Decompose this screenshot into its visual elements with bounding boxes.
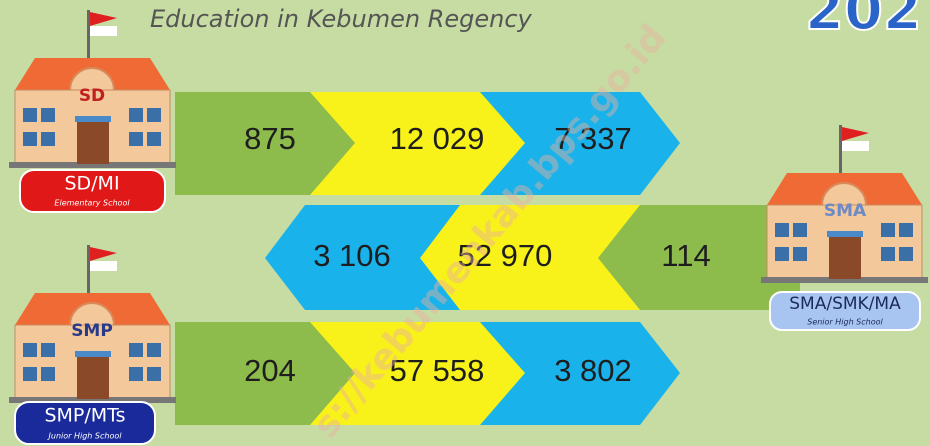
title: Education in Kebumen Regency <box>150 5 533 33</box>
value: 114 <box>661 238 710 273</box>
row-sd: 875 12 029 7 337 <box>175 92 680 195</box>
value: 3 802 <box>554 353 632 388</box>
level-label: SMA/SMK/MA <box>789 294 901 314</box>
label-pill <box>14 401 156 445</box>
building-label: SD <box>79 86 105 106</box>
building-label: SMP <box>71 321 113 341</box>
value: 7 337 <box>554 121 632 156</box>
value: 12 029 <box>390 121 485 156</box>
value: 204 <box>244 353 296 388</box>
value: 875 <box>244 121 296 156</box>
label-pill <box>19 169 166 213</box>
value: 52 970 <box>458 238 553 273</box>
row-sma: 3 106 52 970 114 <box>265 205 800 310</box>
value: 3 106 <box>313 238 391 273</box>
level-sublabel: Junior High School <box>47 432 123 441</box>
level-sublabel: Senior High School <box>807 318 883 327</box>
level-sublabel: Elementary School <box>54 199 130 208</box>
level-label: SMP/MTs <box>44 405 125 427</box>
level-label: SD/MI <box>64 173 119 195</box>
value: 57 558 <box>390 353 485 388</box>
year: 202 <box>805 0 922 43</box>
building-label: SMA <box>824 201 867 221</box>
label-pill <box>769 291 921 331</box>
row-smp: 204 57 558 3 802 <box>175 322 680 425</box>
